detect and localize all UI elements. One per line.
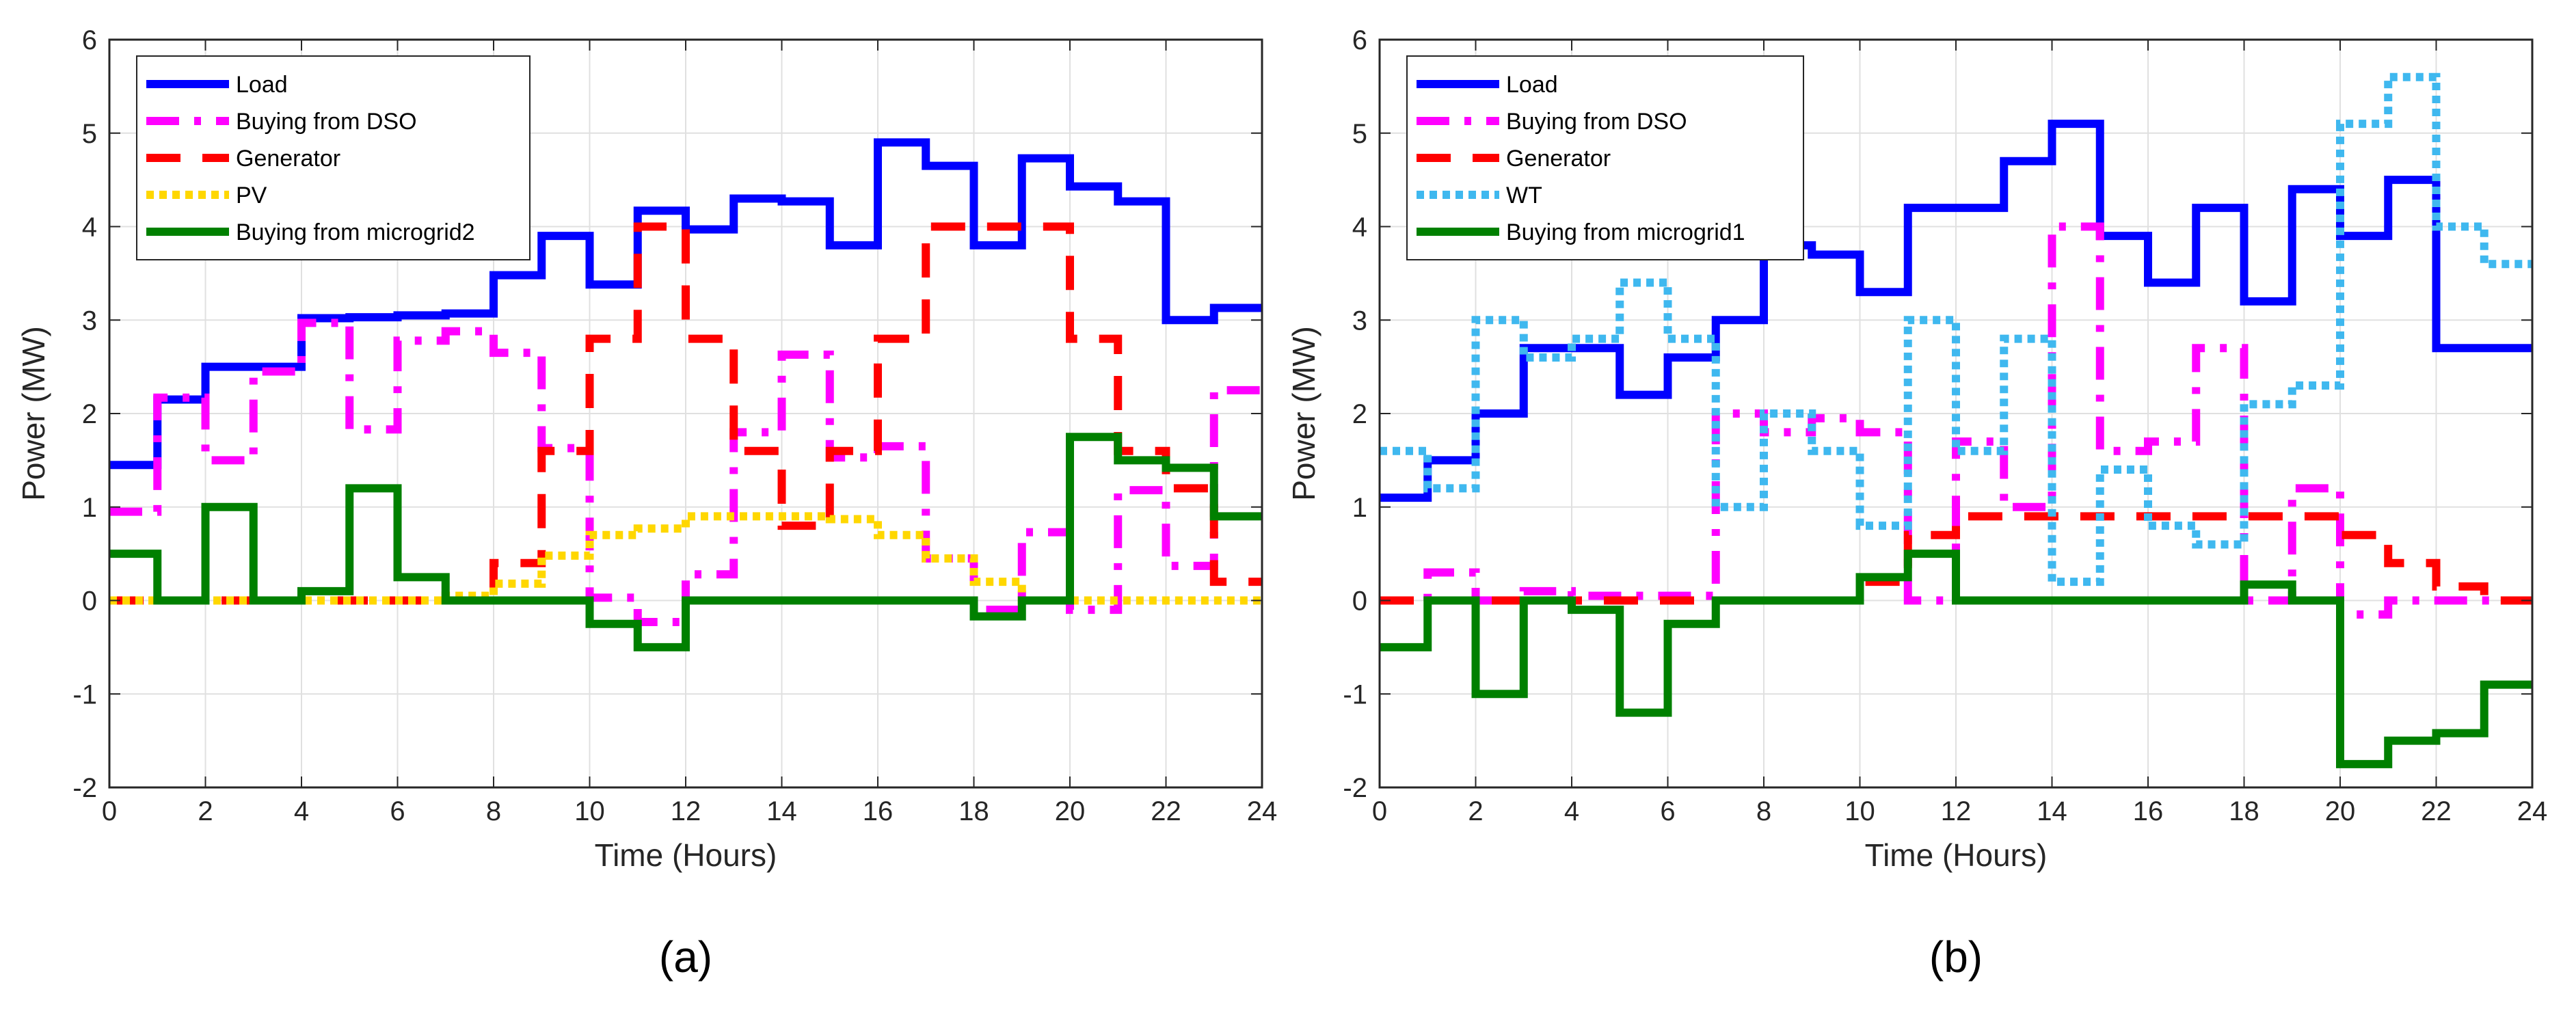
y-tick-label: 1 — [82, 493, 97, 523]
x-tick-label: 8 — [1756, 796, 1771, 826]
y-tick-label: 3 — [1352, 306, 1367, 336]
x-tick-label: 22 — [2421, 796, 2452, 826]
y-tick-label: 5 — [1352, 119, 1367, 149]
legend-label: Buying from microgrid1 — [1506, 219, 1745, 245]
x-tick-label: 16 — [863, 796, 894, 826]
x-tick-label: 12 — [671, 796, 701, 826]
y-axis-label: Power (MW) — [1286, 326, 1321, 501]
y-tick-label: 1 — [1352, 493, 1367, 523]
y-tick-label: 2 — [1352, 399, 1367, 429]
x-tick-label: 20 — [2325, 796, 2356, 826]
x-tick-label: 2 — [1468, 796, 1483, 826]
panel-label: (a) — [659, 932, 712, 982]
x-tick-label: 20 — [1055, 796, 1086, 826]
x-tick-label: 24 — [1247, 796, 1278, 826]
legend-label: Buying from DSO — [236, 109, 417, 135]
y-tick-label: -1 — [72, 679, 97, 710]
legend: Load Buying from DSO Generator WT Buying fro… — [1406, 55, 1804, 260]
x-tick-label: 2 — [198, 796, 213, 826]
x-axis-label: Time (Hours) — [1865, 837, 2048, 873]
x-tick-label: 6 — [390, 796, 405, 826]
series-line-pv — [109, 512, 1262, 605]
x-tick-label: 18 — [2229, 796, 2259, 826]
x-tick-label: 10 — [1844, 796, 1875, 826]
x-tick-label: 8 — [486, 796, 501, 826]
series-line-load — [1380, 120, 2532, 502]
y-tick-label: -2 — [1343, 773, 1367, 803]
series-line-buying-from-dso — [1380, 222, 2532, 619]
legend-label: Generator — [1506, 146, 1611, 172]
x-tick-label: 0 — [1372, 796, 1387, 826]
x-tick-label: 0 — [102, 796, 117, 826]
y-tick-label: 0 — [1352, 586, 1367, 617]
series-line-buying-from-microgrid2 — [109, 433, 1262, 651]
y-tick-label: 5 — [82, 119, 97, 149]
legend-label: Buying from microgrid2 — [236, 219, 475, 245]
y-tick-label: 6 — [1352, 25, 1367, 55]
legend-label: Load — [1506, 72, 1558, 98]
y-tick-label: -1 — [1343, 679, 1367, 710]
x-tick-label: 24 — [2517, 796, 2548, 826]
x-tick-label: 22 — [1151, 796, 1181, 826]
y-tick-label: 3 — [82, 306, 97, 336]
x-axis-label: Time (Hours) — [595, 837, 777, 873]
y-axis-label: Power (MW) — [16, 326, 51, 501]
legend: Load Buying from DSO Generator PV Buying fro… — [136, 55, 531, 260]
y-tick-label: -2 — [72, 773, 97, 803]
y-tick-label: 2 — [82, 399, 97, 429]
legend-label: WT — [1506, 183, 1542, 208]
legend-label: Load — [236, 72, 288, 98]
legend-box — [136, 55, 531, 260]
x-tick-label: 12 — [1941, 796, 1972, 826]
series-line-buying-from-microgrid1 — [1380, 550, 2532, 768]
x-tick-label: 4 — [1564, 796, 1579, 826]
series-line-generator — [1380, 512, 2532, 605]
legend-label: Buying from DSO — [1506, 109, 1687, 135]
x-tick-label: 18 — [958, 796, 989, 826]
y-tick-label: 6 — [82, 25, 97, 55]
panel-label: (b) — [1929, 932, 1983, 982]
x-tick-label: 14 — [766, 796, 797, 826]
legend-label: Generator — [236, 146, 340, 172]
x-tick-label: 6 — [1660, 796, 1675, 826]
x-tick-label: 4 — [294, 796, 309, 826]
x-tick-label: 14 — [2037, 796, 2067, 826]
y-tick-label: 0 — [82, 586, 97, 617]
y-tick-label: 4 — [82, 213, 97, 243]
y-tick-label: 4 — [1352, 213, 1367, 243]
legend-label: PV — [236, 183, 267, 208]
x-tick-label: 10 — [574, 796, 605, 826]
x-tick-label: 16 — [2133, 796, 2164, 826]
